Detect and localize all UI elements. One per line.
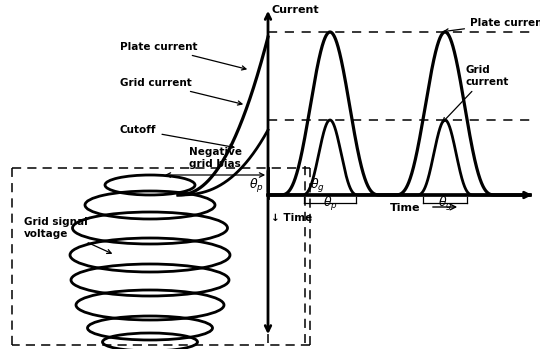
- Text: Grid current: Grid current: [120, 78, 242, 105]
- Text: $\theta_p$: $\theta_p$: [322, 195, 338, 213]
- Text: Cutoff: Cutoff: [120, 125, 234, 149]
- Text: $\theta_g$: $\theta_g$: [309, 177, 325, 195]
- Text: Plate current: Plate current: [120, 42, 246, 70]
- Text: Grid
current: Grid current: [443, 65, 508, 122]
- Text: $\theta_p$: $\theta_p$: [248, 177, 264, 195]
- Text: Grid signal
voltage: Grid signal voltage: [24, 217, 111, 253]
- Text: ↓ Time: ↓ Time: [271, 213, 312, 223]
- Text: Plate current: Plate current: [444, 18, 540, 33]
- Text: Time: Time: [390, 203, 421, 213]
- Text: Negative
grid bias: Negative grid bias: [188, 147, 241, 169]
- Text: Current: Current: [272, 5, 320, 15]
- Text: $\theta_g$: $\theta_g$: [437, 195, 453, 213]
